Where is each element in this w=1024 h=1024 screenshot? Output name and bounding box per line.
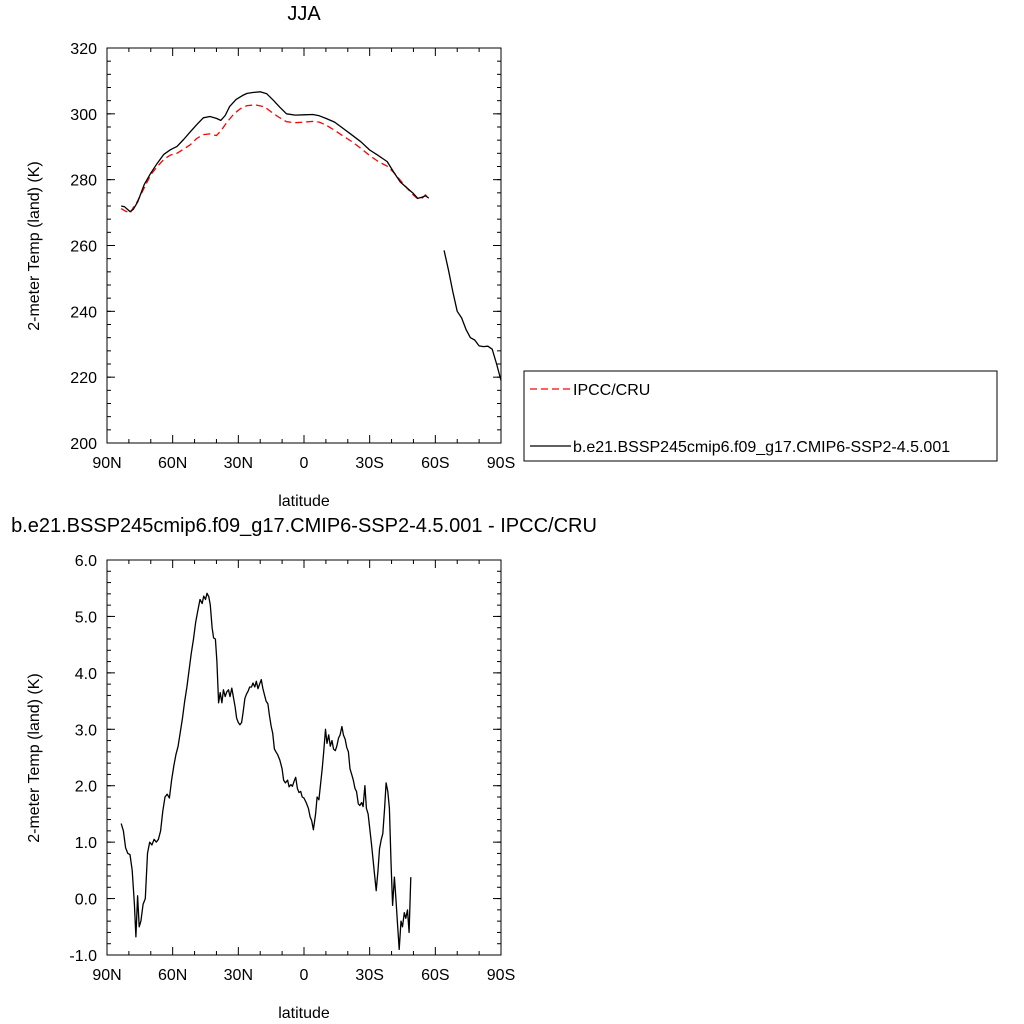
bottom-x-axis-label: latitude [278,1005,330,1022]
bot-x-tick-label: 60S [421,967,449,984]
bottom-panel: b.e21.BSSP245cmip6.f09_g17.CMIP6-SSP2-4.… [11,515,597,1022]
top-x-tick-label: 90N [92,455,121,472]
bot-y-tick-label: 4.0 [75,666,97,683]
legend-label-model: b.e21.BSSP245cmip6.f09_g17.CMIP6-SSP2-4.… [573,439,950,456]
top-y-axis-label: 2-meter Temp (land) (K) [26,161,43,331]
bot-y-tick-label: 1.0 [75,835,97,852]
legend: IPCC/CRU b.e21.BSSP245cmip6.f09_g17.CMIP… [523,370,998,462]
top-x-tick-label: 0 [300,455,309,472]
bot-series-0-line [120,592,412,951]
top-y-tick-label: 260 [70,239,97,256]
top-x-tick-label: 30S [355,455,383,472]
bottom-plot-frame [106,559,502,956]
top-title: JJA [287,3,321,25]
top-plot-frame [106,47,502,444]
top-panel: JJA 90N 60N 30N 0 30S 60S 90S 200 220 240 260 280 30… [26,3,998,510]
top-y-tick-label: 280 [70,173,97,190]
top-x-tick-label: 60N [158,455,187,472]
top-series-0-line [120,104,430,214]
bottom-title: b.e21.BSSP245cmip6.f09_g17.CMIP6-SSP2-4.… [11,515,597,537]
top-y-tick-label: 220 [70,370,97,387]
top-series-1-line [443,250,502,381]
top-x-tick-label: 90S [487,455,515,472]
bot-x-tick-label: 90S [487,967,515,984]
bot-y-tick-label: 2.0 [75,779,97,796]
top-y-tick-label: 240 [70,304,97,321]
bot-y-tick-label: 3.0 [75,722,97,739]
bot-y-tick-label: 5.0 [75,609,97,626]
legend-box [523,370,998,462]
bot-x-tick-label: 60N [158,967,187,984]
top-x-tick-label: 30N [224,455,253,472]
bot-x-tick-label: 0 [300,967,309,984]
bottom-y-axis-label: 2-meter Temp (land) (K) [26,673,43,843]
bot-y-tick-label: 0.0 [75,892,97,909]
bot-y-tick-label: 6.0 [75,553,97,570]
top-y-tick-label: 200 [70,436,97,453]
top-x-tick-label: 60S [421,455,449,472]
bot-x-tick-label: 30S [355,967,383,984]
top-series-1-line [121,91,430,213]
bot-x-tick-label: 90N [92,967,121,984]
legend-label-ipcc-cru: IPCC/CRU [573,382,650,399]
top-x-axis-label: latitude [278,493,330,510]
top-y-tick-label: 300 [70,107,97,124]
bot-x-tick-label: 30N [224,967,253,984]
top-y-tick-label: 320 [70,41,97,58]
bot-y-tick-label: -1.0 [69,948,97,965]
